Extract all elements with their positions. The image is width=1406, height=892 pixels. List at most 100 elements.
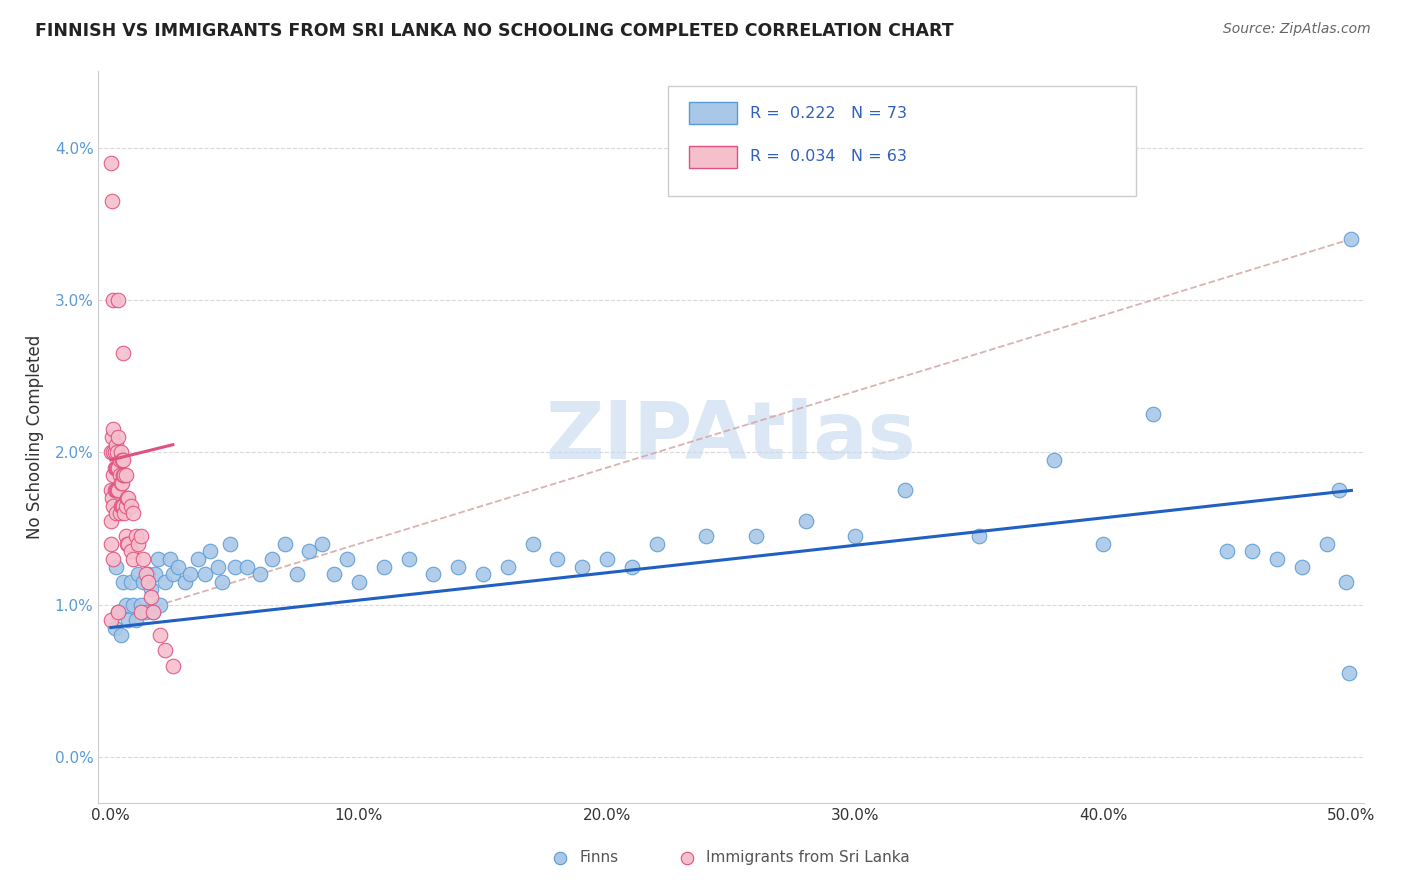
Point — [149, 628, 172, 642]
Point — [142, 605, 165, 619]
Point — [103, 422, 125, 436]
Point — [122, 552, 145, 566]
Point — [110, 499, 132, 513]
Point — [398, 552, 420, 566]
Point — [100, 445, 122, 459]
Point — [335, 552, 357, 566]
Text: Finns: Finns — [579, 850, 619, 865]
Point — [145, 567, 167, 582]
Point — [1291, 559, 1313, 574]
Point — [347, 574, 370, 589]
Text: R =  0.034   N = 63: R = 0.034 N = 63 — [751, 150, 907, 164]
Point — [103, 483, 125, 498]
Point — [105, 483, 128, 498]
FancyBboxPatch shape — [668, 86, 1136, 195]
Point — [112, 346, 135, 360]
Point — [107, 460, 129, 475]
Point — [120, 574, 142, 589]
Point — [136, 574, 159, 589]
Point — [122, 506, 145, 520]
Point — [124, 613, 146, 627]
Point — [174, 574, 197, 589]
Point — [112, 468, 135, 483]
Point — [111, 453, 134, 467]
Point — [139, 590, 162, 604]
Point — [127, 567, 149, 582]
Text: Source: ZipAtlas.com: Source: ZipAtlas.com — [1223, 22, 1371, 37]
Point — [129, 529, 152, 543]
Point — [105, 460, 128, 475]
Point — [114, 598, 136, 612]
Point — [117, 491, 139, 505]
Point — [596, 552, 619, 566]
Point — [101, 430, 124, 444]
Point — [198, 544, 221, 558]
Point — [159, 552, 181, 566]
Point — [135, 605, 157, 619]
Point — [100, 537, 122, 551]
Point — [117, 537, 139, 551]
Point — [211, 574, 233, 589]
Point — [645, 537, 668, 551]
Point — [1241, 544, 1264, 558]
Point — [104, 506, 127, 520]
Point — [162, 658, 184, 673]
Point — [107, 293, 129, 307]
Point — [162, 567, 184, 582]
Point — [967, 529, 990, 543]
Point — [1092, 537, 1115, 551]
FancyBboxPatch shape — [689, 146, 737, 168]
Point — [110, 628, 132, 642]
Point — [111, 499, 134, 513]
Point — [1216, 544, 1239, 558]
Point — [103, 445, 125, 459]
Point — [262, 552, 284, 566]
Point — [127, 537, 149, 551]
Point — [323, 567, 346, 582]
Point — [111, 475, 134, 490]
Point — [194, 567, 217, 582]
FancyBboxPatch shape — [689, 102, 737, 124]
Point — [101, 194, 124, 208]
Text: ZIPAtlas: ZIPAtlas — [546, 398, 917, 476]
Point — [114, 529, 136, 543]
Point — [472, 567, 495, 582]
Point — [522, 537, 544, 551]
Point — [112, 499, 135, 513]
Point — [120, 544, 142, 558]
Point — [207, 559, 229, 574]
Text: FINNISH VS IMMIGRANTS FROM SRI LANKA NO SCHOOLING COMPLETED CORRELATION CHART: FINNISH VS IMMIGRANTS FROM SRI LANKA NO … — [35, 22, 953, 40]
Point — [108, 453, 131, 467]
Point — [794, 514, 817, 528]
Point — [100, 613, 122, 627]
Point — [104, 559, 127, 574]
Point — [114, 506, 136, 520]
Point — [1336, 574, 1358, 589]
Point — [249, 567, 271, 582]
Point — [844, 529, 866, 543]
Point — [224, 559, 246, 574]
Point — [129, 598, 152, 612]
Point — [103, 552, 125, 566]
Point — [422, 567, 444, 582]
Point — [298, 544, 321, 558]
Point — [124, 529, 146, 543]
Point — [110, 475, 132, 490]
Point — [129, 605, 152, 619]
Y-axis label: No Schooling Completed: No Schooling Completed — [25, 335, 44, 539]
Point — [373, 559, 395, 574]
Point — [117, 613, 139, 627]
Point — [620, 559, 643, 574]
Point — [166, 559, 188, 574]
Point — [179, 567, 201, 582]
Point — [104, 460, 127, 475]
Point — [103, 445, 125, 459]
Point — [1340, 232, 1362, 246]
Point — [112, 453, 135, 467]
Point — [108, 506, 131, 520]
Point — [107, 605, 129, 619]
Point — [107, 483, 129, 498]
Point — [187, 552, 209, 566]
Point — [114, 499, 136, 513]
Point — [104, 438, 127, 452]
